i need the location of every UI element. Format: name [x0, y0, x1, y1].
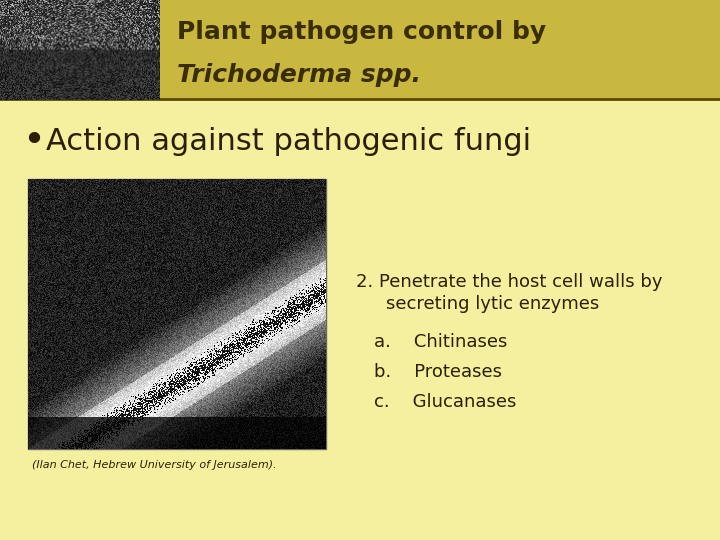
Text: secreting lytic enzymes: secreting lytic enzymes	[386, 295, 599, 313]
Text: b.    Proteases: b. Proteases	[374, 362, 502, 381]
Text: a.    Chitinases: a. Chitinases	[374, 333, 508, 350]
Text: Plant pathogen control by: Plant pathogen control by	[177, 19, 546, 44]
Text: c.    Glucanases: c. Glucanases	[374, 393, 516, 410]
Text: Trichoderma spp.: Trichoderma spp.	[177, 63, 421, 87]
Text: •: •	[22, 122, 45, 160]
Text: Action against pathogenic fungi: Action against pathogenic fungi	[46, 126, 531, 156]
Bar	[28, 179, 326, 449]
Bar	[159, 0, 720, 99]
Text: 2. Penetrate the host cell walls by: 2. Penetrate the host cell walls by	[356, 273, 662, 291]
Text: (Ilan Chet, Hebrew University of Jerusalem).: (Ilan Chet, Hebrew University of Jerusal…	[32, 460, 276, 470]
